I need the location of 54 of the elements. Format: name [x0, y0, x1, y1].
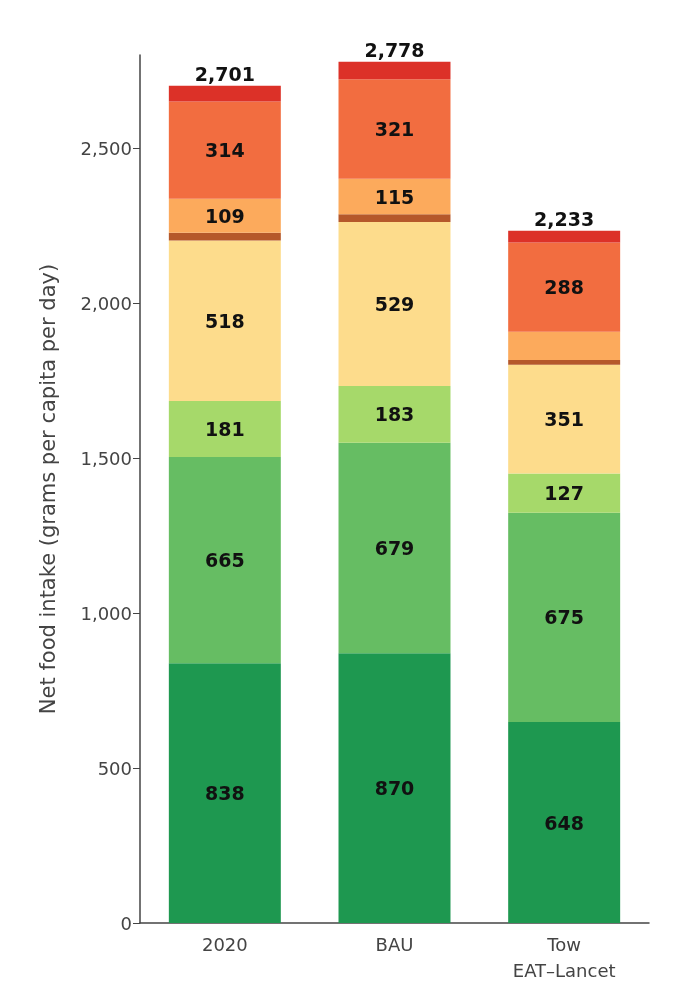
bar	[338, 79, 451, 179]
data-label: 183	[374, 403, 415, 426]
data-label: 288	[544, 276, 584, 299]
data-label: 351	[544, 408, 584, 431]
bar	[168, 101, 281, 199]
bar	[168, 400, 281, 458]
total-label: 2,233	[534, 207, 595, 230]
data-label: 838	[205, 782, 245, 805]
y-tick-label: 1,000	[80, 602, 132, 624]
bar	[508, 512, 621, 723]
bar	[508, 230, 621, 243]
data-label: 648	[544, 811, 584, 834]
bar	[168, 663, 281, 923]
x-tick-label: BAU	[375, 933, 414, 955]
bar	[338, 442, 451, 654]
x-tick-label: Tow EAT–Lancet	[512, 933, 616, 981]
bar	[508, 364, 621, 474]
x-tick-label: 2020	[201, 933, 248, 955]
bar	[338, 214, 451, 223]
data-label: 870	[374, 777, 415, 800]
data-label: 529	[374, 293, 415, 316]
total-label: 2,701	[194, 62, 255, 85]
data-label: 665	[205, 549, 245, 572]
y-tick-label: 2,000	[80, 292, 132, 314]
y-tick-label: 0	[120, 912, 132, 934]
bar	[508, 722, 621, 923]
bar	[338, 61, 451, 80]
data-label: 518	[205, 309, 245, 332]
bar	[338, 653, 451, 923]
bar	[508, 331, 621, 361]
data-label: 181	[205, 418, 245, 441]
y-tick-label: 2,500	[80, 137, 132, 159]
data-label: 679	[374, 537, 415, 560]
data-label: 321	[374, 117, 415, 140]
bar	[338, 178, 451, 215]
y-tick-label: 500	[97, 757, 132, 779]
data-label: 109	[205, 204, 245, 227]
bar	[508, 473, 621, 513]
data-label: 675	[544, 606, 584, 629]
bar	[508, 360, 621, 365]
bar	[168, 240, 281, 401]
data-label: 127	[544, 482, 584, 505]
y-axis-title: Net food intake (grams per capita per day)	[35, 263, 60, 715]
bar	[338, 222, 451, 387]
bar	[168, 198, 281, 233]
data-label: 314	[205, 139, 245, 162]
data-label: 115	[374, 185, 415, 208]
bar	[508, 242, 621, 332]
bar	[168, 232, 281, 241]
bar	[168, 457, 281, 664]
bar	[168, 85, 281, 102]
y-tick-label: 1,500	[80, 447, 132, 469]
total-label: 2,778	[364, 38, 425, 61]
bar	[338, 386, 451, 443]
